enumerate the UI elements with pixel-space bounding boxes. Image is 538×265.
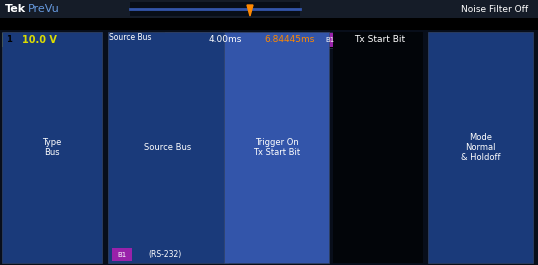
Bar: [2, 33, 16, 47]
Text: Noise Filter Off: Noise Filter Off: [461, 5, 528, 14]
Text: PreVu: PreVu: [28, 4, 60, 14]
Text: 2: 2: [3, 192, 9, 201]
Text: 4.00ms: 4.00ms: [208, 36, 242, 45]
Text: 6.84445ms: 6.84445ms: [265, 36, 315, 45]
Bar: [165, 32, 410, 48]
Text: Trigger On
Tx Start Bit: Trigger On Tx Start Bit: [253, 138, 300, 157]
Text: Tek: Tek: [5, 4, 26, 14]
Text: Tx
End of Packet: Tx End of Packet: [31, 166, 93, 185]
Bar: [0, 30, 538, 265]
Text: Tx Start Bit: Tx Start Bit: [37, 85, 88, 94]
Text: +: +: [429, 143, 435, 152]
Polygon shape: [247, 5, 253, 16]
Text: Rx
End of Packet: Rx End of Packet: [31, 210, 93, 230]
Text: Trigger On: Trigger On: [22, 64, 76, 73]
Text: o: o: [312, 143, 317, 152]
Text: (RS-232): (RS-232): [148, 250, 182, 259]
Text: r: r: [282, 143, 288, 152]
Text: i: i: [372, 143, 378, 152]
Bar: [428, 32, 533, 263]
Bar: [4, 200, 120, 240]
Text: Rx Start Bit: Rx Start Bit: [36, 127, 88, 136]
Bar: [320, 33, 340, 47]
Bar: [130, 2, 300, 16]
Bar: [2, 50, 123, 245]
Bar: [117, 155, 122, 215]
Text: k: k: [220, 143, 225, 152]
Text: B1: B1: [2, 143, 11, 148]
Text: Type
Bus: Type Bus: [43, 138, 62, 157]
Bar: [0, 0, 538, 18]
Text: x: x: [402, 143, 407, 152]
Bar: [112, 248, 132, 261]
Text: 1: 1: [3, 99, 9, 108]
Text: e: e: [188, 143, 194, 152]
Text: Source Bus: Source Bus: [144, 143, 192, 152]
Bar: [333, 32, 423, 263]
Bar: [108, 32, 228, 263]
Text: T: T: [156, 143, 161, 152]
Text: 1: 1: [6, 36, 12, 45]
Text: Tx Start Bit: Tx Start Bit: [355, 36, 406, 45]
Bar: [224, 32, 329, 263]
Bar: [0, 30, 538, 50]
Bar: [0, 50, 538, 245]
Text: B1: B1: [325, 37, 335, 43]
Bar: [2, 32, 102, 263]
Bar: [4, 153, 120, 198]
Bar: [4, 72, 120, 107]
Bar: [0, 189, 12, 205]
Bar: [4, 113, 120, 150]
Polygon shape: [244, 52, 256, 237]
Bar: [0, 137, 12, 153]
Text: Mode
Normal
& Holdoff: Mode Normal & Holdoff: [461, 132, 500, 162]
Text: 10.0 V: 10.0 V: [22, 35, 57, 45]
Text: B1: B1: [117, 252, 126, 258]
Bar: [0, 95, 12, 111]
Text: ●: ●: [12, 64, 19, 73]
Text: n: n: [342, 143, 348, 152]
Text: t: t: [251, 143, 256, 152]
Text: Source Bus: Source Bus: [109, 33, 151, 42]
